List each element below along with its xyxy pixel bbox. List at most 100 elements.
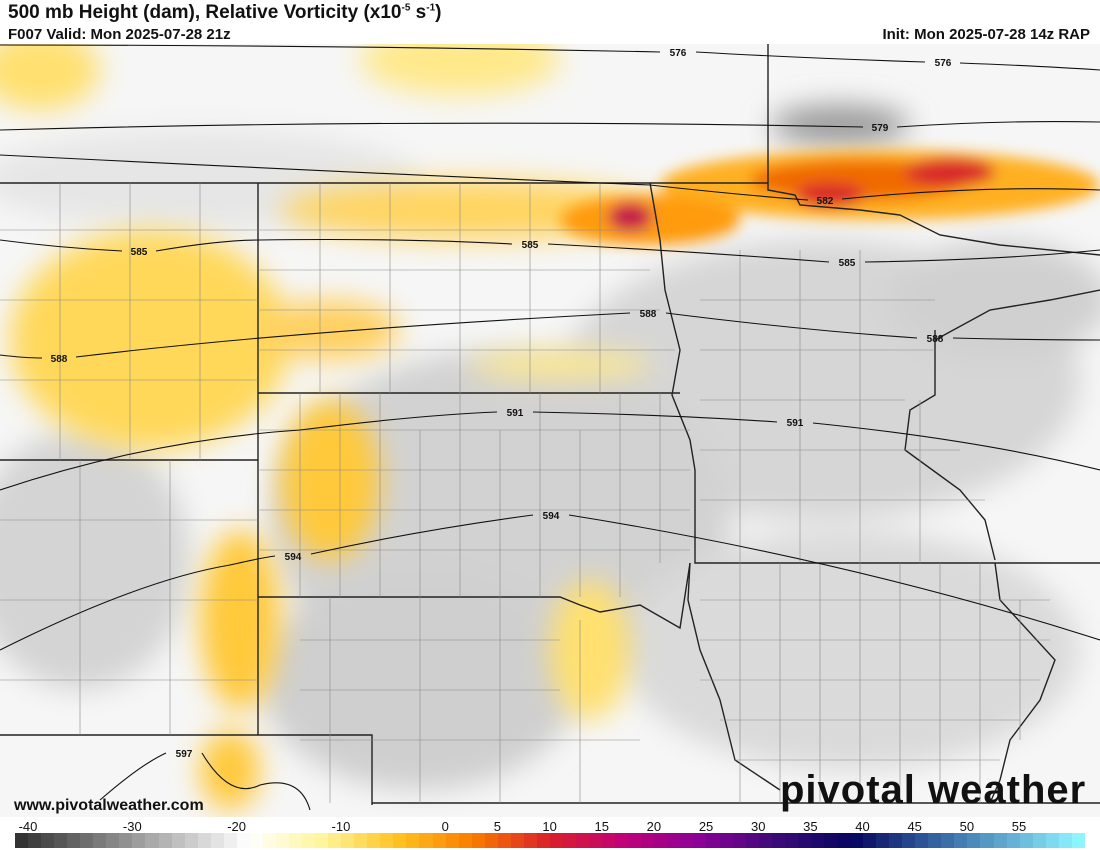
colorbar-swatch	[941, 833, 955, 848]
colorbar-swatch	[1006, 833, 1020, 848]
colorbar-swatch	[654, 833, 668, 848]
colorbar-swatch	[1071, 833, 1085, 848]
colorbar-swatch	[1019, 833, 1033, 848]
colorbar-swatch	[302, 833, 316, 848]
colorbar-swatch	[758, 833, 772, 848]
contour-label: 582	[817, 196, 834, 207]
colorbar-swatch	[367, 833, 381, 848]
colorbar-swatch	[262, 833, 276, 848]
colorbar-swatch	[223, 833, 237, 848]
colorbar-swatch	[315, 833, 329, 848]
colorbar: -40 -30 -20 -10 0 5 10 15 20 25 30 35 40 45 50 55	[0, 817, 1100, 850]
colorbar-swatch	[850, 833, 864, 848]
colorbar-swatch	[536, 833, 550, 848]
colorbar-swatch	[549, 833, 563, 848]
colorbar-swatch	[419, 833, 433, 848]
colorbar-swatch	[432, 833, 446, 848]
colorbar-swatch	[745, 833, 759, 848]
contour-label: 585	[839, 258, 856, 269]
contour-576	[0, 44, 1100, 71]
contour-label: 591	[507, 408, 524, 419]
contour-label: 588	[640, 309, 657, 320]
colorbar-tick-label: -10	[331, 819, 351, 834]
colorbar-swatch	[523, 833, 537, 848]
colorbar-swatch	[836, 833, 850, 848]
contour-labels: 576 576 579 582 585 585 585 588 588 588 …	[51, 48, 952, 760]
colorbar-swatch	[876, 833, 890, 848]
colorbar-swatch	[393, 833, 407, 848]
colorbar-swatch	[484, 833, 498, 848]
colorbar-swatch	[54, 833, 68, 848]
colorbar-swatch	[354, 833, 368, 848]
colorbar-swatch	[667, 833, 681, 848]
colorbar-swatch	[1032, 833, 1046, 848]
colorbar-tick-label: 25	[698, 819, 714, 834]
colorbar-swatch	[693, 833, 707, 848]
colorbar-swatch	[458, 833, 472, 848]
colorbar-swatch	[562, 833, 577, 848]
colorbar-tick-label: 50	[959, 819, 975, 834]
colorbar-swatch	[732, 833, 746, 848]
contour-597	[99, 752, 311, 811]
colorbar-swatch	[158, 833, 172, 848]
vorticity-max-band	[560, 150, 1100, 245]
title-unit: s	[410, 2, 427, 23]
colorbar-swatch	[380, 833, 394, 848]
colorbar-swatch	[680, 833, 694, 848]
colorbar-swatch	[915, 833, 929, 848]
colorbar-swatch	[236, 833, 250, 848]
colorbar-swatch	[615, 833, 629, 848]
colorbar-swatch	[980, 833, 994, 848]
colorbar-swatch	[184, 833, 198, 848]
contour-label: 576	[670, 48, 687, 59]
colorbar-tick-label: -30	[122, 819, 142, 834]
colorbar-swatch	[797, 833, 811, 848]
contour-588	[0, 312, 1100, 359]
colorbar-swatch	[1045, 833, 1059, 848]
colorbar-swatch	[719, 833, 733, 848]
colorbar-swatch	[28, 833, 42, 848]
contour-579	[0, 121, 1100, 131]
map-title: 500 mb Height (dam), Relative Vorticity …	[8, 2, 442, 24]
colorbar-tick-label: 0	[441, 819, 449, 834]
contour-585	[0, 238, 1100, 263]
contour-label: 588	[927, 334, 944, 345]
colorbar-swatch	[706, 833, 720, 848]
colorbar-swatch	[197, 833, 211, 848]
colorbar-swatch	[823, 833, 837, 848]
colorbar-swatch	[510, 833, 524, 848]
colorbar-swatch	[288, 833, 303, 848]
colorbar-swatch	[341, 833, 355, 848]
colorbar-swatch	[863, 833, 877, 848]
colorbar-swatch	[445, 833, 459, 848]
colorbar-swatch	[902, 833, 916, 848]
colorbar-swatch	[93, 833, 107, 848]
colorbar-swatch	[67, 833, 81, 848]
title-exponent: -5	[401, 2, 411, 14]
colorbar-tick-label: 40	[855, 819, 870, 834]
colorbar-swatch	[406, 833, 420, 848]
title-text: 500 mb Height (dam), Relative Vorticity …	[8, 2, 402, 23]
colorbar-tick-label: 5	[493, 819, 502, 834]
colorbar-swatch	[889, 833, 903, 848]
contour-label: 585	[522, 240, 539, 251]
colorbar-swatch	[967, 833, 981, 848]
title-exponent-2: -1	[426, 2, 436, 14]
colorbar-swatch	[471, 833, 485, 848]
colorbar-swatch	[145, 833, 159, 848]
colorbar-swatch	[771, 833, 785, 848]
colorbar-swatch	[954, 833, 968, 848]
colorbar-tick-label: 30	[750, 819, 766, 834]
colorbar-blocks	[15, 833, 1085, 848]
contour-582	[0, 154, 1100, 201]
colorbar-swatch	[119, 833, 133, 848]
colorbar-swatch	[1058, 833, 1072, 848]
init-time: Init: Mon 2025-07-28 14z RAP	[882, 26, 1090, 43]
contour-594	[0, 514, 1100, 651]
contour-label: 597	[176, 749, 193, 760]
pivotal-weather-logo: pivotal weather	[780, 768, 1087, 812]
colorbar-swatch	[171, 833, 185, 848]
valid-time: F007 Valid: Mon 2025-07-28 21z	[8, 26, 231, 43]
county-borders	[0, 183, 1050, 803]
